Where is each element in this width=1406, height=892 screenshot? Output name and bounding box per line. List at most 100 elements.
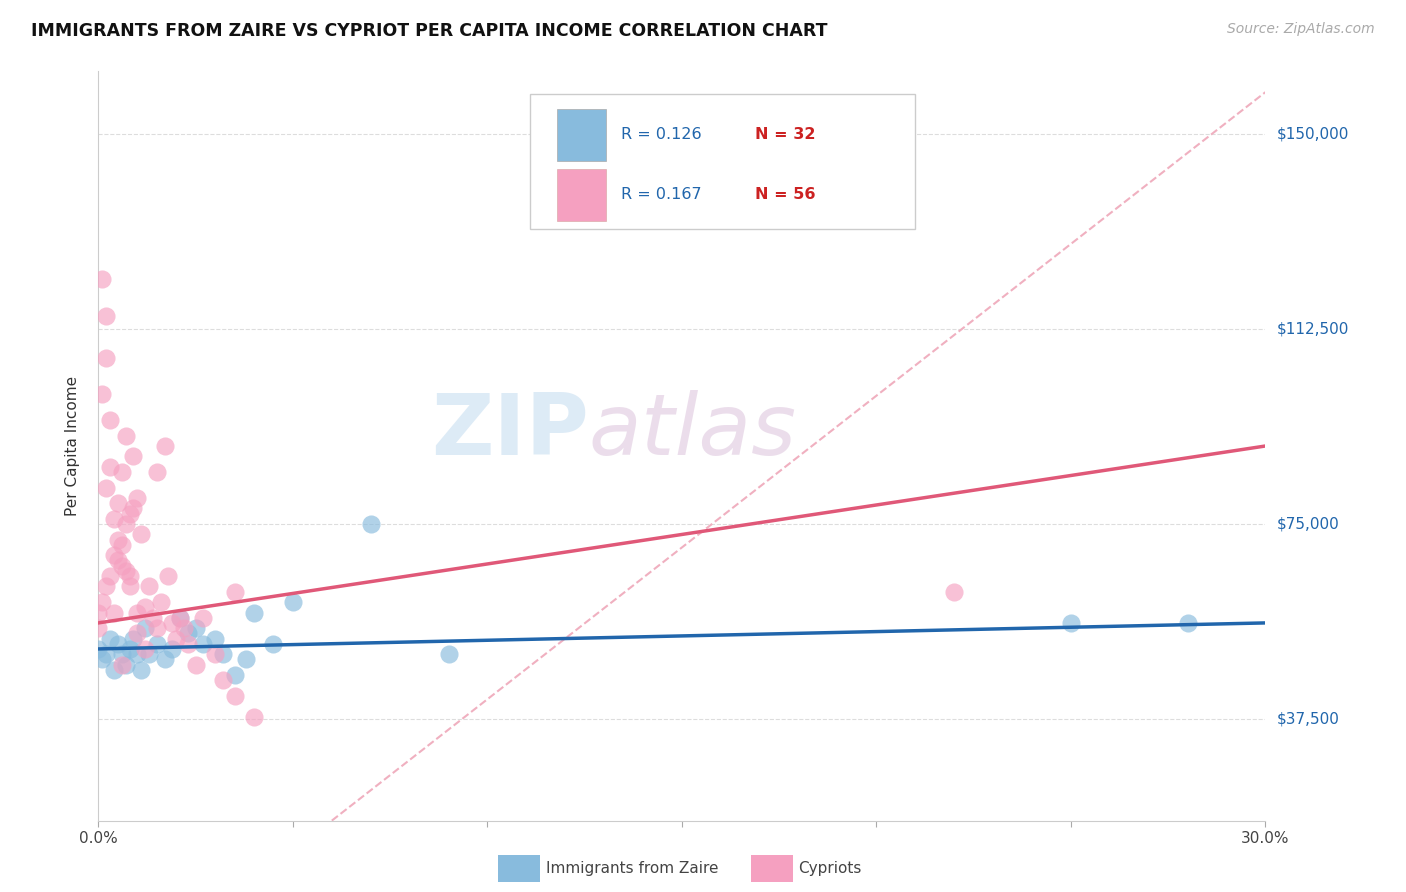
Text: R = 0.126: R = 0.126 xyxy=(621,128,702,143)
Text: R = 0.167: R = 0.167 xyxy=(621,187,702,202)
Point xyxy=(138,647,160,661)
Point xyxy=(127,647,149,661)
Text: N = 56: N = 56 xyxy=(755,187,815,202)
Point xyxy=(153,439,176,453)
Text: $112,500: $112,500 xyxy=(1277,321,1348,336)
Point xyxy=(1060,615,1083,630)
Point xyxy=(98,413,121,427)
Point xyxy=(87,606,110,620)
Point xyxy=(177,626,200,640)
Point xyxy=(107,496,129,510)
Point xyxy=(98,569,121,583)
Point xyxy=(193,637,215,651)
Point xyxy=(157,569,180,583)
Text: Source: ZipAtlas.com: Source: ZipAtlas.com xyxy=(1227,22,1375,37)
Point xyxy=(111,538,134,552)
Point xyxy=(111,558,134,573)
Text: $75,000: $75,000 xyxy=(1277,516,1340,532)
Point xyxy=(184,657,207,672)
Point xyxy=(212,673,235,688)
Point xyxy=(98,459,121,474)
Text: Immigrants from Zaire: Immigrants from Zaire xyxy=(546,862,718,876)
Point xyxy=(96,647,118,661)
Point xyxy=(114,517,136,532)
Point xyxy=(87,642,110,657)
Point xyxy=(243,709,266,723)
Point xyxy=(235,652,257,666)
Point xyxy=(129,527,152,541)
Point xyxy=(96,351,118,365)
Point xyxy=(1177,615,1199,630)
Point xyxy=(91,272,114,286)
Point xyxy=(87,621,110,635)
Y-axis label: Per Capita Income: Per Capita Income xyxy=(65,376,80,516)
Point xyxy=(142,611,165,625)
Point xyxy=(243,606,266,620)
Point xyxy=(103,512,125,526)
Point xyxy=(118,580,141,594)
Text: $37,500: $37,500 xyxy=(1277,712,1340,727)
Point xyxy=(281,595,304,609)
Point xyxy=(96,309,118,323)
Point xyxy=(103,606,125,620)
Text: Cypriots: Cypriots xyxy=(799,862,862,876)
Point xyxy=(118,507,141,521)
Point xyxy=(184,621,207,635)
Point xyxy=(118,569,141,583)
Point xyxy=(129,663,152,677)
Point xyxy=(153,652,176,666)
Point xyxy=(96,580,118,594)
Text: IMMIGRANTS FROM ZAIRE VS CYPRIOT PER CAPITA INCOME CORRELATION CHART: IMMIGRANTS FROM ZAIRE VS CYPRIOT PER CAP… xyxy=(31,22,828,40)
Point xyxy=(224,584,246,599)
Point xyxy=(169,611,191,625)
Point xyxy=(103,548,125,563)
Point xyxy=(173,621,195,635)
Point xyxy=(127,606,149,620)
Point xyxy=(114,564,136,578)
Point xyxy=(122,632,145,646)
Point xyxy=(162,615,184,630)
Point xyxy=(437,647,460,661)
Point xyxy=(122,450,145,464)
Point xyxy=(204,647,226,661)
Point xyxy=(107,533,129,547)
Point xyxy=(114,428,136,442)
Point xyxy=(138,580,160,594)
Point xyxy=(943,584,966,599)
Point xyxy=(177,637,200,651)
Text: ZIP: ZIP xyxy=(430,390,589,473)
Point xyxy=(127,491,149,505)
Point xyxy=(224,689,246,703)
Point xyxy=(91,595,114,609)
FancyBboxPatch shape xyxy=(557,169,606,220)
Point xyxy=(193,611,215,625)
Point xyxy=(127,626,149,640)
Point xyxy=(149,595,172,609)
Point xyxy=(122,501,145,516)
Text: $150,000: $150,000 xyxy=(1277,127,1348,141)
Point xyxy=(146,637,169,651)
Point xyxy=(134,642,156,657)
Point xyxy=(118,642,141,657)
Point xyxy=(146,621,169,635)
Point xyxy=(111,657,134,672)
Point xyxy=(212,647,235,661)
Point xyxy=(103,663,125,677)
Point xyxy=(111,647,134,661)
Point xyxy=(262,637,284,651)
Point xyxy=(204,632,226,646)
Point xyxy=(134,600,156,615)
Point xyxy=(224,668,246,682)
Point xyxy=(111,465,134,479)
Point xyxy=(96,481,118,495)
Point xyxy=(107,637,129,651)
Text: atlas: atlas xyxy=(589,390,797,473)
Point xyxy=(146,465,169,479)
Point xyxy=(114,657,136,672)
Point xyxy=(91,387,114,401)
Point xyxy=(360,517,382,532)
Point xyxy=(169,611,191,625)
Point xyxy=(162,642,184,657)
Point xyxy=(98,632,121,646)
FancyBboxPatch shape xyxy=(530,94,915,228)
